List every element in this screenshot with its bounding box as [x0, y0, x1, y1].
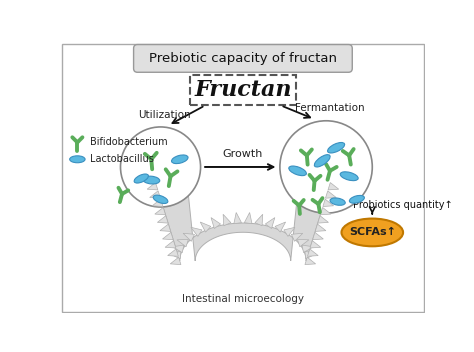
Polygon shape [160, 224, 171, 231]
Polygon shape [265, 218, 275, 228]
Circle shape [120, 127, 201, 207]
Ellipse shape [134, 174, 148, 183]
Polygon shape [200, 222, 211, 232]
Ellipse shape [341, 219, 403, 246]
Polygon shape [177, 239, 188, 247]
Polygon shape [245, 213, 252, 224]
Polygon shape [183, 233, 194, 241]
Polygon shape [170, 251, 181, 259]
Polygon shape [298, 239, 309, 247]
Polygon shape [150, 191, 160, 198]
Ellipse shape [172, 155, 188, 164]
Polygon shape [234, 213, 241, 224]
Polygon shape [328, 183, 339, 190]
Polygon shape [157, 186, 329, 261]
Ellipse shape [153, 195, 168, 203]
Text: Intestinal microecology: Intestinal microecology [182, 294, 304, 304]
Ellipse shape [340, 172, 358, 181]
Ellipse shape [314, 155, 330, 167]
Ellipse shape [289, 166, 306, 176]
Polygon shape [313, 232, 323, 240]
Polygon shape [223, 214, 231, 226]
Polygon shape [173, 245, 184, 253]
Ellipse shape [70, 156, 85, 163]
Polygon shape [305, 257, 316, 265]
Text: Utilization: Utilization [138, 109, 191, 120]
Polygon shape [320, 207, 331, 215]
Polygon shape [255, 214, 263, 226]
Polygon shape [292, 233, 303, 241]
Polygon shape [155, 207, 165, 215]
Polygon shape [326, 191, 336, 198]
Ellipse shape [143, 176, 160, 184]
Polygon shape [323, 199, 334, 207]
Polygon shape [308, 249, 318, 256]
Text: SCFAs↑: SCFAs↑ [349, 227, 396, 238]
Circle shape [280, 121, 372, 213]
Polygon shape [157, 216, 168, 223]
Ellipse shape [330, 198, 345, 205]
Text: Growth: Growth [223, 149, 263, 159]
Polygon shape [315, 224, 326, 231]
Polygon shape [275, 222, 286, 232]
FancyBboxPatch shape [190, 75, 296, 105]
Text: Prebiotic capacity of fructan: Prebiotic capacity of fructan [149, 52, 337, 65]
Polygon shape [302, 245, 313, 253]
Text: Probiotics quantity↑: Probiotics quantity↑ [353, 201, 453, 210]
Text: Fructan: Fructan [194, 79, 292, 101]
FancyBboxPatch shape [62, 44, 424, 312]
Polygon shape [318, 216, 328, 223]
FancyBboxPatch shape [134, 45, 352, 72]
Polygon shape [305, 251, 316, 259]
Polygon shape [310, 241, 321, 248]
Polygon shape [168, 249, 178, 256]
Text: Fermantation: Fermantation [295, 103, 365, 113]
Polygon shape [211, 218, 220, 228]
Ellipse shape [328, 143, 345, 153]
Polygon shape [147, 183, 158, 190]
Polygon shape [165, 241, 176, 248]
Polygon shape [163, 232, 173, 240]
Polygon shape [170, 257, 181, 265]
Ellipse shape [349, 195, 365, 203]
Polygon shape [191, 227, 202, 237]
Text: Bifidobacterium: Bifidobacterium [90, 137, 167, 147]
Polygon shape [152, 199, 163, 207]
Text: Lactobacillus: Lactobacillus [90, 154, 154, 164]
Polygon shape [284, 227, 295, 237]
